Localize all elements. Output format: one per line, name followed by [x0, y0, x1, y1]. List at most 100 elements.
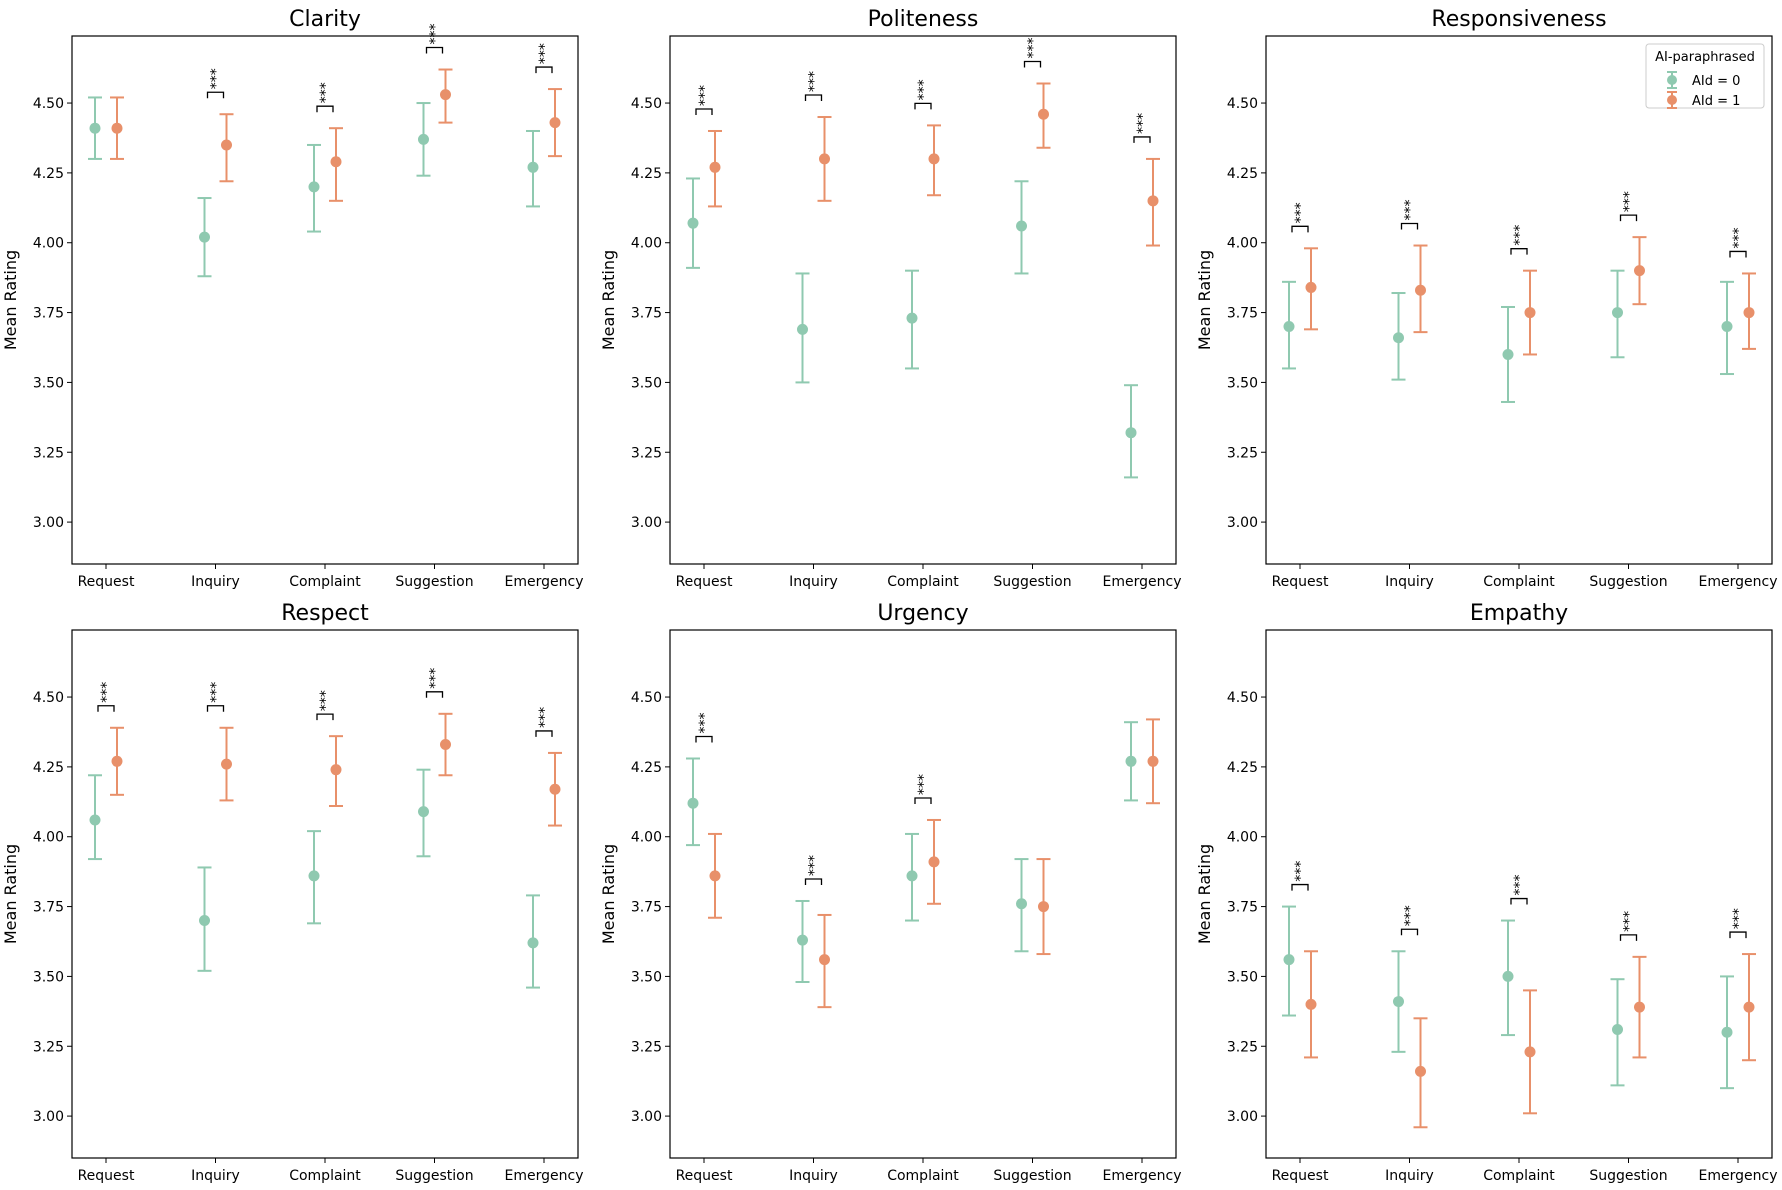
legend-marker-point [1667, 75, 1677, 85]
significance-bracket [695, 735, 713, 743]
y-tick-label: 3.50 [1227, 375, 1258, 391]
significance-bracket [535, 730, 553, 737]
significance-label: *** [209, 682, 225, 703]
data-point [111, 122, 123, 134]
legend-label: AId = 1 [1692, 94, 1740, 109]
significance-label: *** [1403, 200, 1419, 221]
significance-label: *** [807, 855, 823, 876]
x-tick-label: Emergency [1699, 574, 1778, 590]
data-point [1721, 1026, 1733, 1038]
data-point [1743, 1001, 1755, 1013]
data-point [1502, 348, 1514, 360]
panel-title: Urgency [877, 601, 968, 626]
x-tick-label: Suggestion [993, 574, 1071, 590]
y-tick-label: 4.25 [33, 760, 64, 776]
y-tick-label: 4.25 [33, 166, 64, 182]
y-tick-label: 4.25 [631, 166, 662, 182]
x-tick-label: Inquiry [1385, 1168, 1434, 1184]
series-aid-0 [686, 177, 1138, 479]
x-tick-label: Emergency [1103, 1168, 1182, 1184]
data-point [221, 139, 232, 151]
y-tick-label: 4.00 [33, 236, 64, 252]
data-point [418, 133, 429, 145]
x-tick-label: Request [676, 574, 733, 590]
data-point [1016, 220, 1027, 232]
axes-frame [71, 35, 579, 565]
significance-bracket [1729, 250, 1747, 258]
data-point [1393, 332, 1404, 344]
y-tick-label: 3.75 [631, 900, 662, 916]
x-tick-label: Suggestion [1589, 1168, 1667, 1184]
series-aid-1 [110, 712, 562, 827]
x-tick-label: Emergency [1103, 574, 1182, 590]
y-axis-label: Mean Rating [1, 844, 20, 944]
x-tick-label: Inquiry [191, 574, 240, 590]
panel-respect: Respect 3.00 3.25 3.50 3.75 4.00 4.25 4.50 Mean … [1, 601, 583, 1184]
data-point [906, 312, 918, 324]
significance-label: *** [1512, 875, 1528, 896]
significance-bracket [1133, 136, 1151, 143]
y-tick-label: 3.00 [1227, 515, 1258, 531]
significance-bracket [1400, 928, 1419, 936]
x-tick-label: Suggestion [993, 1168, 1071, 1184]
y-tick-label: 3.25 [1227, 445, 1258, 461]
y-tick-label: 4.50 [1227, 690, 1258, 706]
y-tick-label: 4.50 [631, 690, 662, 706]
y-tick-label: 4.50 [33, 96, 64, 112]
y-tick-label: 4.50 [631, 96, 662, 112]
y-tick-label: 3.75 [631, 306, 662, 322]
x-tick-label: Suggestion [395, 1168, 473, 1184]
legend-label: AId = 0 [1692, 74, 1740, 89]
y-tick-label: 4.25 [631, 760, 662, 776]
significance-label: *** [1293, 202, 1309, 223]
y-axis-label: Mean Rating [1195, 250, 1214, 350]
y-tick-label: 3.50 [631, 375, 662, 391]
significance-label: *** [1403, 905, 1419, 926]
y-tick-label: 3.75 [33, 306, 64, 322]
x-tick-label: Request [1272, 574, 1329, 590]
significance-bracket [425, 691, 444, 698]
data-point [1415, 1065, 1426, 1077]
y-tick-label: 4.00 [1227, 236, 1258, 252]
x-tick-label: Inquiry [1385, 574, 1434, 590]
axes-frame [1265, 629, 1773, 1159]
x-tick-label: Complaint [289, 1168, 361, 1184]
series-aid-0 [1282, 905, 1734, 1090]
data-point [1634, 265, 1645, 277]
significance-label: *** [697, 713, 713, 734]
significance-bracket [1291, 225, 1309, 233]
data-point [199, 915, 210, 927]
data-point [1305, 998, 1317, 1010]
data-point [1524, 307, 1536, 319]
x-tick-label: Suggestion [1589, 574, 1667, 590]
data-point [549, 117, 561, 129]
series-aid-0 [1282, 269, 1734, 403]
significance-bracket [695, 108, 713, 115]
significance-label: *** [1731, 227, 1747, 248]
legend: AI-paraphrased AId = 0 AId = 1 [1645, 43, 1765, 109]
y-tick-label: 4.25 [1227, 166, 1258, 182]
y-tick-label: 3.00 [33, 1109, 64, 1125]
x-tick-label: Inquiry [191, 1168, 240, 1184]
panel-title: Clarity [289, 7, 361, 32]
axes-frame [669, 35, 1177, 565]
y-tick-label: 3.75 [1227, 306, 1258, 322]
data-point [928, 856, 940, 868]
panel-responsiveness: Responsiveness 3.00 3.25 3.50 3.75 4.00 4.25 4.… [1195, 7, 1777, 590]
significance-label: *** [428, 668, 444, 689]
data-point [1038, 901, 1049, 913]
y-tick-label: 3.00 [33, 515, 64, 531]
data-point [527, 937, 539, 949]
significance-label: *** [318, 82, 334, 103]
legend-title: AI-paraphrased [1655, 50, 1755, 65]
data-point [1524, 1046, 1536, 1058]
panel-title: Politeness [868, 7, 979, 32]
data-point [928, 153, 940, 165]
x-tick-label: Request [676, 1168, 733, 1184]
significance-bracket [206, 705, 225, 712]
data-point [1415, 284, 1426, 296]
data-point [1305, 281, 1317, 293]
significance-bracket [1619, 934, 1638, 941]
significance-label: *** [1622, 911, 1638, 932]
